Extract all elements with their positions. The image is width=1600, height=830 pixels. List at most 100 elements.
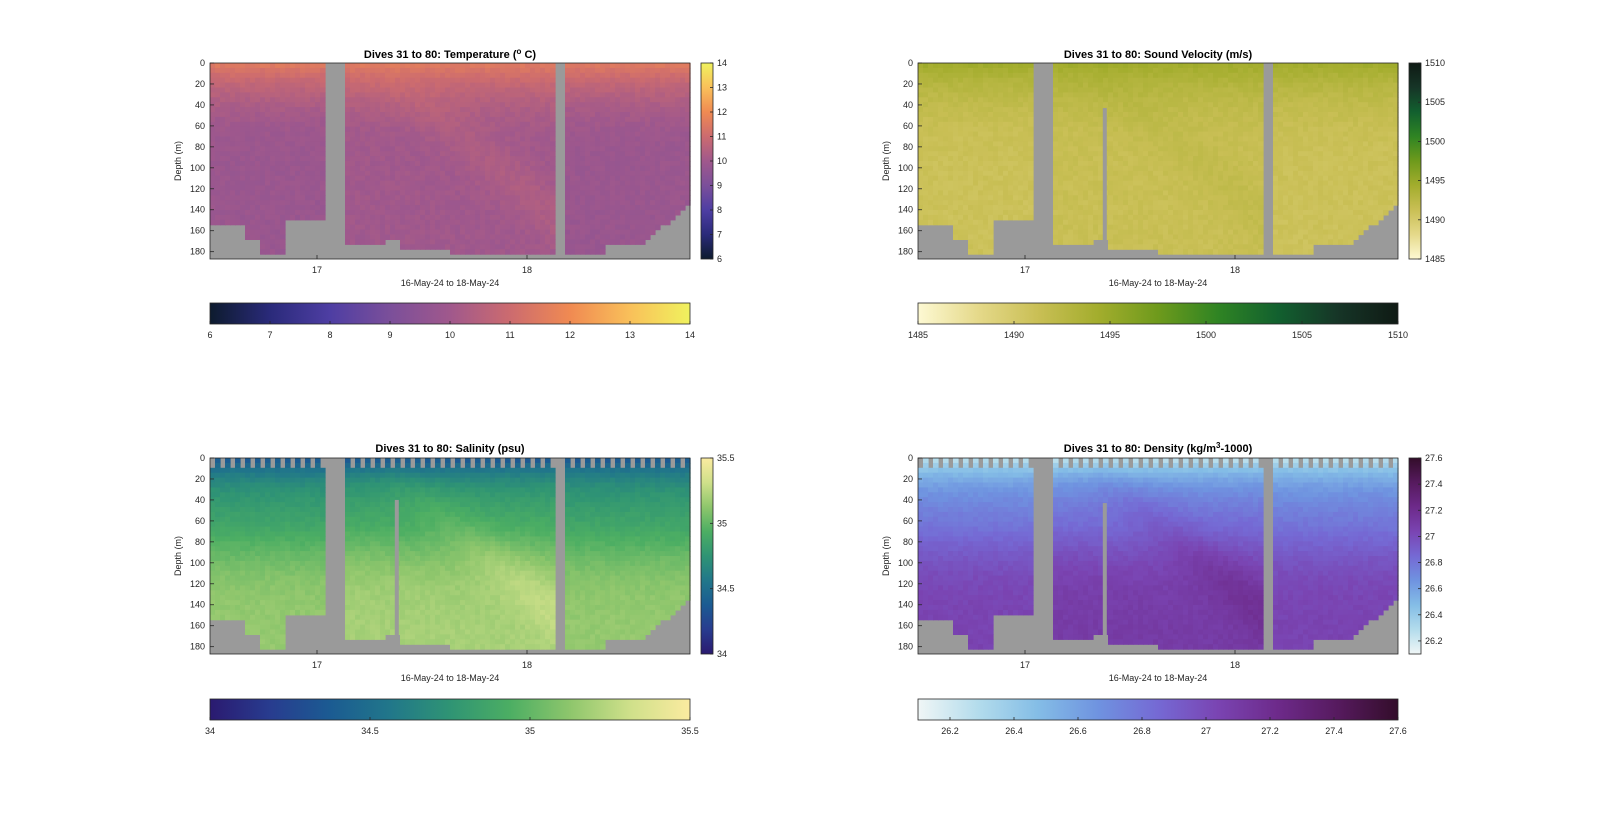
heatmap-cell bbox=[1023, 67, 1029, 74]
heatmap-cell bbox=[420, 116, 426, 123]
heatmap-cell bbox=[655, 219, 661, 226]
heatmap-cell bbox=[355, 102, 361, 108]
heatmap-cell bbox=[1153, 121, 1159, 128]
heatmap-cell bbox=[510, 151, 516, 157]
heatmap-cell bbox=[983, 229, 989, 236]
heatmap-cell bbox=[923, 190, 929, 196]
heatmap-cell bbox=[575, 67, 581, 74]
heatmap-cell bbox=[345, 200, 351, 206]
heatmap-cell bbox=[370, 229, 376, 236]
heatmap-cell bbox=[575, 210, 581, 216]
heatmap-cell bbox=[988, 195, 994, 201]
heatmap-cell bbox=[460, 141, 466, 147]
heatmap-cell bbox=[465, 190, 471, 196]
heatmap-cell bbox=[1078, 239, 1084, 245]
heatmap-cell bbox=[1113, 156, 1119, 162]
heatmap-cell bbox=[535, 234, 541, 240]
heatmap-cell bbox=[315, 195, 321, 201]
heatmap-cell bbox=[635, 195, 641, 201]
heatmap-cell bbox=[345, 97, 351, 103]
heatmap-cell bbox=[450, 190, 456, 196]
heatmap-cell bbox=[220, 185, 226, 191]
heatmap-cell bbox=[680, 205, 686, 211]
heatmap-cell bbox=[665, 112, 671, 118]
heatmap-cell bbox=[545, 92, 551, 98]
heatmap-cell bbox=[1123, 136, 1129, 142]
heatmap-cell bbox=[235, 210, 241, 216]
heatmap-cell bbox=[215, 107, 221, 113]
heatmap-cell bbox=[1083, 195, 1089, 201]
heatmap-cell bbox=[385, 175, 391, 182]
heatmap-cell bbox=[1008, 97, 1014, 103]
heatmap-cell bbox=[435, 136, 441, 142]
heatmap-cell bbox=[968, 136, 974, 142]
heatmap-cell bbox=[963, 112, 969, 118]
heatmap-cell bbox=[933, 112, 939, 118]
heatmap-cell bbox=[375, 146, 381, 152]
heatmap-cell bbox=[465, 200, 471, 206]
heatmap-cell bbox=[320, 141, 326, 147]
heatmap-cell bbox=[245, 136, 251, 142]
heatmap-cell bbox=[275, 131, 281, 138]
heatmap-cell bbox=[535, 175, 541, 182]
heatmap-cell bbox=[255, 97, 261, 103]
heatmap-cell bbox=[1103, 63, 1109, 69]
heatmap-cell bbox=[485, 195, 491, 201]
heatmap-cell bbox=[365, 219, 371, 226]
heatmap-cell bbox=[968, 205, 974, 211]
heatmap-cell bbox=[450, 116, 456, 123]
heatmap-cell bbox=[375, 121, 381, 128]
heatmap-cell bbox=[1003, 175, 1009, 182]
heatmap-cell bbox=[590, 249, 596, 255]
heatmap-cell bbox=[973, 190, 979, 196]
heatmap-cell bbox=[630, 190, 636, 196]
heatmap-cell bbox=[993, 82, 999, 89]
heatmap-cell bbox=[490, 121, 496, 128]
heatmap-cell bbox=[565, 116, 571, 123]
heatmap-cell bbox=[1138, 82, 1144, 89]
heatmap-cell bbox=[1018, 210, 1024, 216]
heatmap-cell bbox=[1083, 190, 1089, 196]
heatmap-cell bbox=[265, 239, 271, 245]
heatmap-cell bbox=[570, 185, 576, 191]
heatmap-cell bbox=[1083, 205, 1089, 211]
heatmap-cell bbox=[450, 102, 456, 108]
heatmap-cell bbox=[595, 87, 601, 93]
heatmap-cell bbox=[250, 63, 256, 69]
heatmap-cell bbox=[415, 156, 421, 162]
heatmap-cell bbox=[1063, 136, 1069, 142]
heatmap-cell bbox=[465, 151, 471, 157]
heatmap-cell bbox=[395, 170, 401, 177]
heatmap-cell bbox=[470, 121, 476, 128]
heatmap-cell bbox=[455, 67, 461, 74]
heatmap-cell bbox=[1128, 121, 1134, 128]
heatmap-cell bbox=[1088, 185, 1094, 191]
heatmap-cell bbox=[415, 136, 421, 142]
heatmap-cell bbox=[1133, 200, 1139, 206]
heatmap-cell bbox=[675, 136, 681, 142]
heatmap-cell bbox=[635, 229, 641, 236]
heatmap-cell bbox=[1118, 229, 1124, 236]
heatmap-cell bbox=[290, 161, 296, 167]
heatmap-cell bbox=[215, 185, 221, 191]
heatmap-cell bbox=[630, 136, 636, 142]
heatmap-cell bbox=[585, 151, 591, 157]
heatmap-cell bbox=[1073, 156, 1079, 162]
heatmap-cell bbox=[1123, 77, 1129, 84]
heatmap-cell bbox=[455, 141, 461, 147]
heatmap-cell bbox=[988, 185, 994, 191]
heatmap-cell bbox=[938, 205, 944, 211]
heatmap-cell bbox=[245, 229, 251, 236]
heatmap-cell bbox=[300, 136, 306, 142]
heatmap-cell bbox=[515, 249, 521, 255]
heatmap-cell bbox=[550, 234, 556, 240]
heatmap-cell bbox=[485, 72, 491, 79]
heatmap-cell bbox=[610, 92, 616, 98]
heatmap-cell bbox=[405, 161, 411, 167]
heatmap-cell bbox=[280, 210, 286, 216]
heatmap-cell bbox=[260, 234, 266, 240]
heatmap-cell bbox=[1133, 229, 1139, 236]
heatmap-cell bbox=[545, 107, 551, 113]
heatmap-cell bbox=[235, 190, 241, 196]
heatmap-cell bbox=[345, 239, 351, 245]
